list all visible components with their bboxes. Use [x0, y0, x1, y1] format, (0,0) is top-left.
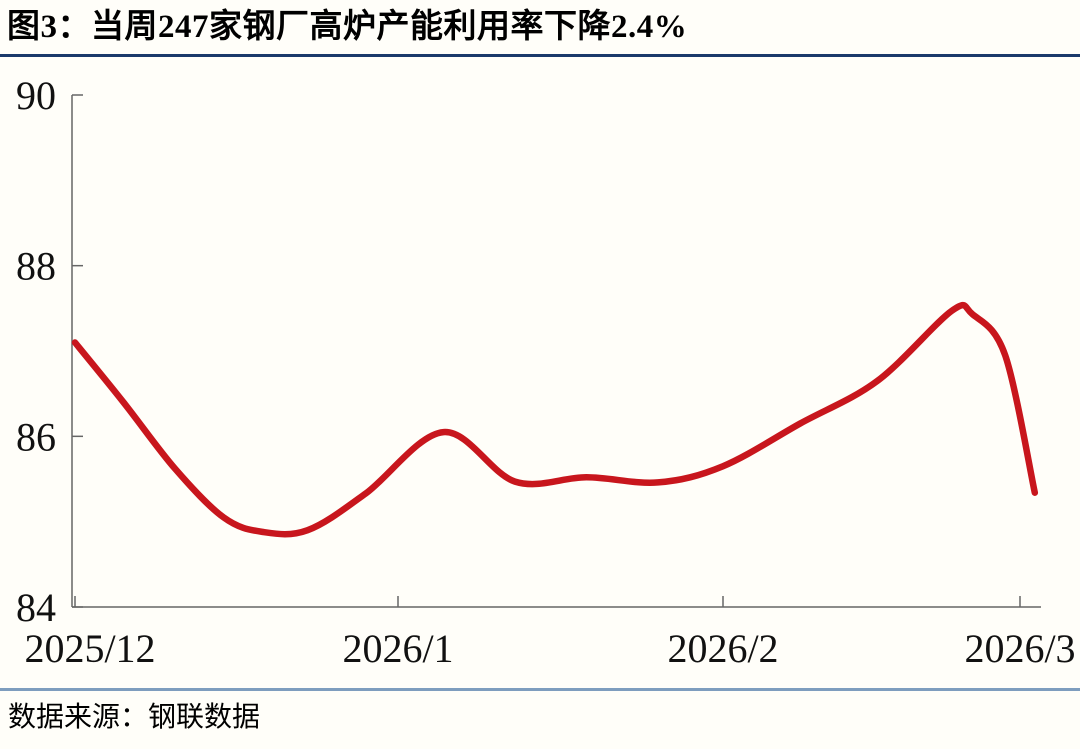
- line-chart: 84 86 88 90 2025/12 2026/1 2026/2 2026/3: [16, 73, 1076, 671]
- x-tick-label: 2025/12: [24, 626, 155, 671]
- figure-title: 图3：当周247家钢厂高炉产能利用率下降2.4%: [7, 9, 688, 45]
- x-tick-label: 2026/2: [667, 626, 778, 671]
- y-tick-label: 90: [16, 73, 56, 118]
- y-tick-label: 88: [16, 244, 56, 289]
- x-tick-label: 2026/3: [964, 626, 1075, 671]
- y-tick-label: 86: [16, 414, 56, 459]
- data-source-label: 数据来源：钢联数据: [8, 702, 261, 733]
- footer-divider: [0, 688, 1080, 691]
- capacity-utilization-line: [71, 301, 1039, 538]
- title-divider: [0, 54, 1080, 57]
- x-tick-label: 2026/1: [342, 626, 453, 671]
- y-tick-label: 84: [16, 585, 56, 630]
